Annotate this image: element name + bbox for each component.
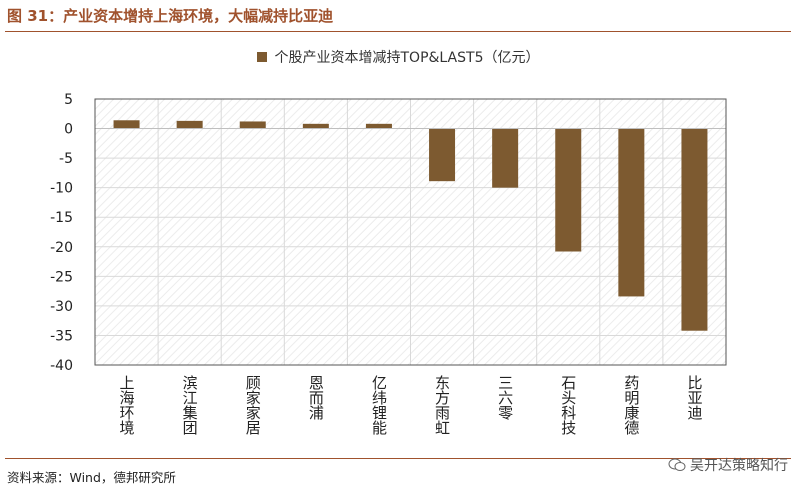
legend-swatch: [256, 52, 267, 62]
y-tick-label: -20: [50, 240, 73, 256]
y-tick-label: -40: [50, 358, 73, 374]
footer-divider: [5, 458, 791, 459]
bar: [176, 120, 203, 129]
bar: [302, 123, 329, 129]
x-tick-label: 药明康德: [622, 375, 640, 435]
y-tick-label: -30: [50, 299, 73, 315]
y-tick-label: 5: [64, 92, 73, 108]
x-tick-label: 顾家家居: [244, 375, 262, 435]
x-tick-label: 三六零: [496, 375, 514, 420]
y-tick-label: -10: [50, 181, 73, 197]
source-note: 资料来源：Wind，德邦研究所: [7, 470, 176, 485]
bar: [681, 128, 708, 331]
x-tick-label: 石头科技: [559, 375, 577, 436]
bar: [365, 123, 392, 129]
figure-title: 图 31：产业资本增持上海环境，大幅减持比亚迪: [7, 7, 334, 25]
x-tick-label: 恩而浦: [307, 375, 325, 421]
y-tick-label: -35: [50, 328, 73, 344]
y-tick-label: -5: [59, 151, 73, 167]
y-tick-label: 0: [64, 122, 73, 138]
bar: [429, 128, 456, 182]
bar: [492, 128, 519, 188]
chart-legend: 个股产业资本增减持TOP&LAST5（亿元）: [0, 47, 796, 67]
y-tick-label: -25: [50, 269, 73, 285]
wechat-icon: [668, 458, 686, 471]
x-tick-label: 上海环境: [118, 375, 136, 436]
bar: [113, 120, 140, 129]
y-tick-label: -15: [50, 210, 73, 226]
bar: [555, 128, 582, 252]
plot-border: [94, 98, 727, 366]
x-tick-label: 滨江集团: [181, 375, 199, 435]
x-tick-label: 比亚迪: [685, 375, 703, 421]
title-divider: [5, 31, 791, 32]
x-tick-label: 亿纬锂能: [370, 375, 388, 436]
legend-label: 个股产业资本增减持TOP&LAST5（亿元）: [274, 50, 540, 66]
watermark: 吴开达策略知行: [668, 455, 788, 475]
bar: [618, 128, 645, 297]
watermark-text: 吴开达策略知行: [690, 458, 788, 474]
x-tick-label: 东方雨虹: [433, 375, 451, 435]
bar: [239, 121, 266, 129]
